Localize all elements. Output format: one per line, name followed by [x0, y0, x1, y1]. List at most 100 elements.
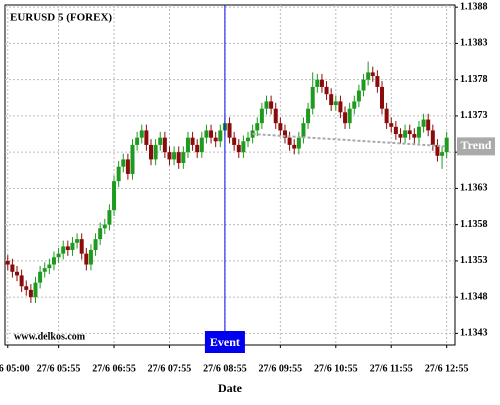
candle-body — [393, 126, 398, 135]
candle-body — [296, 137, 301, 149]
candle-body — [292, 144, 297, 149]
candle-body — [343, 112, 348, 124]
candle-body — [199, 137, 204, 153]
candle-body — [319, 79, 324, 87]
candle-body — [375, 76, 380, 87]
candle-body — [352, 101, 357, 109]
candle-body — [227, 123, 232, 138]
candle-body — [38, 271, 43, 283]
candle-body — [338, 101, 343, 113]
candle-body — [107, 210, 112, 225]
watermark: www.delkos.com — [14, 331, 86, 342]
marks — [5, 61, 449, 303]
candle-body — [158, 137, 163, 145]
y-tick-label: 1.1348 — [460, 291, 488, 302]
candle-body — [278, 123, 283, 131]
candle-body — [195, 144, 200, 153]
candle-body — [84, 253, 89, 265]
y-tick-label: 1.1388 — [460, 1, 488, 12]
candle-body — [65, 246, 70, 251]
candle-body — [430, 130, 435, 145]
event-label: Event — [210, 335, 240, 349]
y-tick-label: 1.1363 — [460, 183, 488, 194]
x-tick-label: 27/6 09:55 — [259, 363, 303, 374]
trend-label: Trend — [461, 138, 492, 152]
candle-body — [366, 72, 371, 80]
candle-body — [315, 79, 320, 87]
candle-body — [389, 123, 394, 127]
y-tick-label: 1.1383 — [460, 38, 488, 49]
candle-body — [144, 130, 149, 145]
candle-body — [370, 72, 375, 77]
candle-body — [75, 239, 80, 243]
candle-body — [264, 101, 269, 109]
candle-body — [10, 264, 15, 272]
trend-line — [252, 133, 447, 148]
candle-body — [412, 134, 417, 138]
candle-body — [435, 144, 440, 156]
candle-body — [172, 152, 177, 160]
candle-body — [301, 123, 306, 138]
candle-body — [185, 137, 190, 153]
x-tick-label: 27/6 06:55 — [92, 363, 136, 374]
candle-body — [56, 253, 61, 258]
candle-body — [125, 159, 130, 174]
chart-title: EURUSD 5 (FOREX) — [10, 12, 112, 24]
trend-label-box — [457, 137, 495, 156]
x-tick-label: 27/6 07:55 — [148, 363, 192, 374]
y-tick-label: 1.1353 — [460, 255, 488, 266]
candle-body — [28, 289, 33, 298]
plot-area — [4, 4, 456, 346]
candle-body — [444, 137, 449, 153]
candle-body — [213, 137, 218, 142]
candle-body — [47, 264, 52, 269]
candle-body — [181, 152, 186, 164]
candle-body — [19, 275, 24, 287]
candle-body — [42, 268, 47, 272]
candle-body — [112, 181, 117, 211]
candle-body — [51, 257, 56, 265]
y-tick-label: 1.1358 — [460, 219, 488, 230]
candle-body — [241, 141, 246, 153]
candle-body — [116, 166, 121, 182]
candle-body — [440, 152, 445, 156]
candle-body — [130, 144, 135, 174]
candle-body — [269, 101, 274, 109]
y-tick-label: 1.1373 — [460, 110, 488, 121]
candle-body — [356, 90, 361, 102]
candle-body — [135, 137, 140, 145]
candle-body — [148, 144, 153, 160]
candle-body — [218, 130, 223, 142]
candle-body — [347, 108, 352, 124]
candle-body — [176, 152, 181, 164]
candle-body — [102, 224, 107, 229]
candle-body — [250, 130, 255, 138]
candle-body — [329, 94, 334, 106]
candle-body — [426, 119, 431, 131]
candle-body — [153, 144, 158, 160]
x-tick-label: 27/6 12:55 — [425, 363, 469, 374]
candle-body — [333, 101, 338, 106]
candle-body — [167, 152, 172, 160]
x-tick-label: 27/6 11:55 — [370, 363, 413, 374]
candle-body — [162, 137, 167, 153]
candle-body — [407, 130, 412, 135]
candle-body — [24, 286, 29, 290]
candle-body — [61, 246, 66, 254]
candle-body — [398, 134, 403, 138]
candle-body — [209, 130, 214, 138]
candle-body — [306, 108, 311, 124]
candle-body — [79, 239, 84, 254]
candle-body — [282, 130, 287, 138]
candle-body — [259, 108, 264, 124]
candle-body — [403, 130, 408, 138]
candle-body — [416, 126, 421, 138]
candle-body — [33, 282, 38, 298]
candle-body — [93, 239, 98, 251]
candle-body — [121, 159, 126, 167]
x-tick-label: 27/6 08:55 — [203, 363, 247, 374]
event-label-box — [204, 331, 245, 353]
candle-body — [421, 119, 426, 127]
candle-body — [380, 86, 385, 109]
